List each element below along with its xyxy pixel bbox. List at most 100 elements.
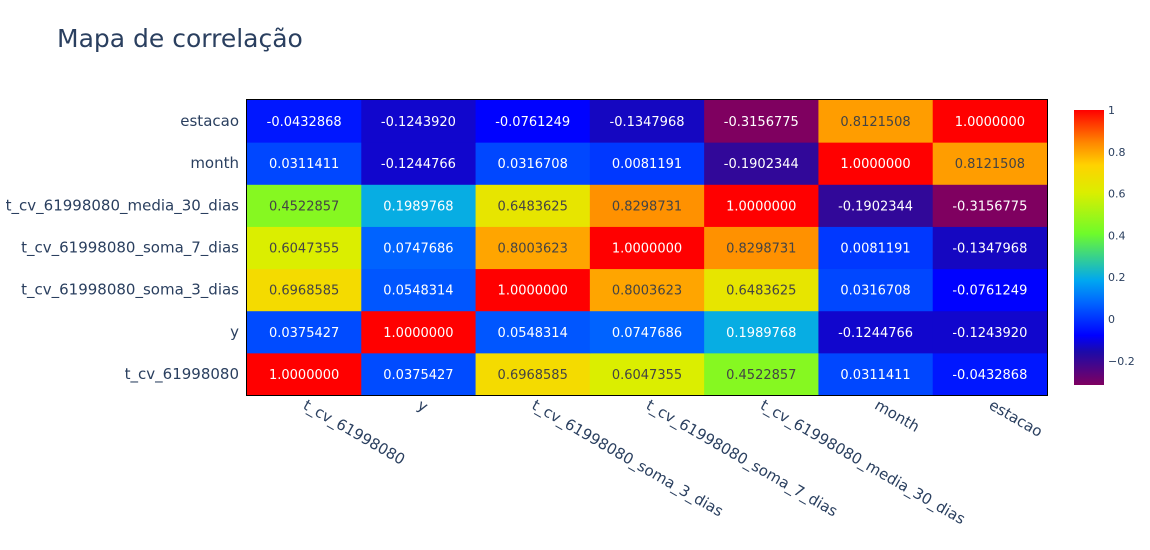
heatmap-cell [818,226,934,270]
cell-value-label: 0.8298731 [726,242,796,257]
cell-value-label: 0.4522857 [269,199,339,214]
cell-value-label: 1.0000000 [269,368,339,383]
cell-value-label: 1.0000000 [840,157,910,172]
heatmap-cell [475,310,591,354]
cell-value-label: -0.0761249 [952,284,1027,299]
heatmap-cell [361,100,477,143]
colorbar-gradient [1074,110,1104,385]
heatmap-cell [247,310,362,354]
heatmap-cell [475,352,591,396]
heatmap-cell [818,184,934,227]
x-tick-label: t_cv_61998080_media_30_dias [757,396,969,529]
cell-value-label: 1.0000000 [955,115,1025,130]
cell-value-label: -0.3156775 [724,115,799,130]
heatmap-cell [704,310,819,354]
colorbar-tick-label: 0.2 [1108,271,1126,284]
heatmap-cell [932,310,1048,354]
heatmap-cell [475,100,591,143]
y-tick-label: estacao [180,112,239,130]
heatmap-cell [475,184,591,227]
y-tick-label: t_cv_61998080_soma_3_dias [21,281,239,300]
cell-value-label: 1.0000000 [383,326,453,341]
heatmap-cell [247,100,362,143]
cell-value-label: 0.0747686 [612,326,682,341]
cell-value-label: 0.6047355 [269,242,339,257]
chart-title: Mapa de correlação [57,24,303,53]
heatmap-cells [247,100,1048,396]
x-tick-label: estacao [986,396,1046,441]
heatmap-cell [818,268,934,312]
heatmap-cell [361,226,477,270]
cell-value-label: 1.0000000 [726,199,796,214]
heatmap-cell [704,142,819,185]
cell-value-label: 0.1989768 [383,199,453,214]
cell-value-label: 0.0548314 [383,284,453,299]
cell-value-label: 0.8003623 [498,242,568,257]
cell-value-label: 0.8003623 [612,284,682,299]
heatmap-cell [247,352,362,396]
cell-value-label: -0.1902344 [838,199,913,214]
cell-value-label: 0.0316708 [840,284,910,299]
cell-value-label: 0.0311411 [269,157,339,172]
heatmap-cell [247,184,362,227]
cell-value-label: 0.6047355 [612,368,682,383]
heatmap-cell [818,352,934,396]
heatmap-cell [247,226,362,270]
heatmap-cell [589,310,705,354]
cell-value-label: 0.0081191 [840,242,910,257]
heatmap-cell [361,184,477,227]
heatmap-cell [589,184,705,227]
heatmap-cell [589,226,705,270]
cell-value-label: -0.1347968 [610,115,685,130]
x-tick-label: t_cv_61998080_soma_7_dias [643,396,841,521]
cell-value-label: 0.8298731 [612,199,682,214]
cell-value-label: 0.6483625 [726,284,796,299]
heatmap-cell [704,184,819,227]
heatmap-cell [932,142,1048,185]
cell-value-label: 0.4522857 [726,368,796,383]
heatmap-cell [932,352,1048,396]
cell-value-label: 0.6968585 [269,284,339,299]
heatmap-cell [704,226,819,270]
heatmap-cell [589,352,705,396]
heatmap-cell-labels: 1.0000000 0.0375427 0.6968585 0.6047355 0.45… [267,115,1028,383]
cell-value-label: 0.0747686 [383,242,453,257]
colorbar-tick-label: 0.4 [1108,229,1126,242]
cell-value-label: -0.1244766 [838,326,913,341]
heatmap-cell [932,268,1048,312]
heatmap-cell [361,310,477,354]
cell-value-label: 0.0548314 [498,326,568,341]
heatmap-cell [932,184,1048,227]
cell-value-label: 0.8121508 [840,115,910,130]
heatmap-cell [704,352,819,396]
heatmap-cell [475,142,591,185]
colorbar-tick-label: 0.8 [1108,146,1126,159]
heatmap-cell [818,100,934,143]
heatmap-cell [247,268,362,312]
heatmap-cell [932,226,1048,270]
x-tick-label: t_cv_61998080_soma_3_dias [528,396,726,521]
cell-value-label: 1.0000000 [498,284,568,299]
cell-value-label: 0.1989768 [726,326,796,341]
heatmap-cell [818,310,934,354]
cell-value-label: 1.0000000 [612,242,682,257]
heatmap-cell [361,142,477,185]
cell-value-label: 0.0375427 [383,368,453,383]
y-axis-labels: t_cv_61998080 y t_cv_61998080_soma_3_dias t… [6,112,240,384]
colorbar-tick-label: 0.6 [1108,188,1126,201]
cell-value-label: -0.1347968 [952,242,1027,257]
colorbar: 1 0.8 0.6 0.4 0.2 0 −0.2 [1074,104,1135,385]
cell-value-label: -0.1243920 [952,326,1027,341]
cell-value-label: -0.1244766 [381,157,456,172]
cell-value-label: 0.0311411 [840,368,910,383]
y-tick-label: t_cv_61998080_soma_7_dias [21,239,239,258]
cell-value-label: -0.0432868 [267,115,342,130]
cell-value-label: -0.0432868 [952,368,1027,383]
heatmap-cell [589,100,705,143]
cell-value-label: -0.3156775 [952,199,1027,214]
y-tick-label: t_cv_61998080_media_30_dias [6,196,240,215]
cell-value-label: -0.1902344 [724,157,799,172]
heatmap-cell [704,100,819,143]
cell-value-label: 0.8121508 [955,157,1025,172]
